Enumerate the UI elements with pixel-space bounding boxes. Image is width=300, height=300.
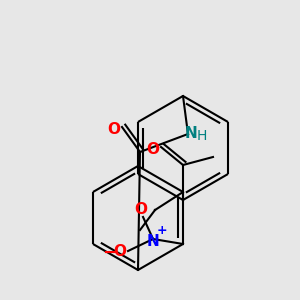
Text: N: N	[184, 127, 197, 142]
Text: N: N	[147, 233, 159, 248]
Text: H: H	[197, 129, 207, 143]
Text: −: −	[103, 244, 118, 262]
Text: O: O	[113, 244, 127, 259]
Text: O: O	[134, 202, 148, 217]
Text: +: +	[157, 224, 167, 238]
Text: O: O	[107, 122, 121, 136]
Text: O: O	[146, 142, 160, 157]
